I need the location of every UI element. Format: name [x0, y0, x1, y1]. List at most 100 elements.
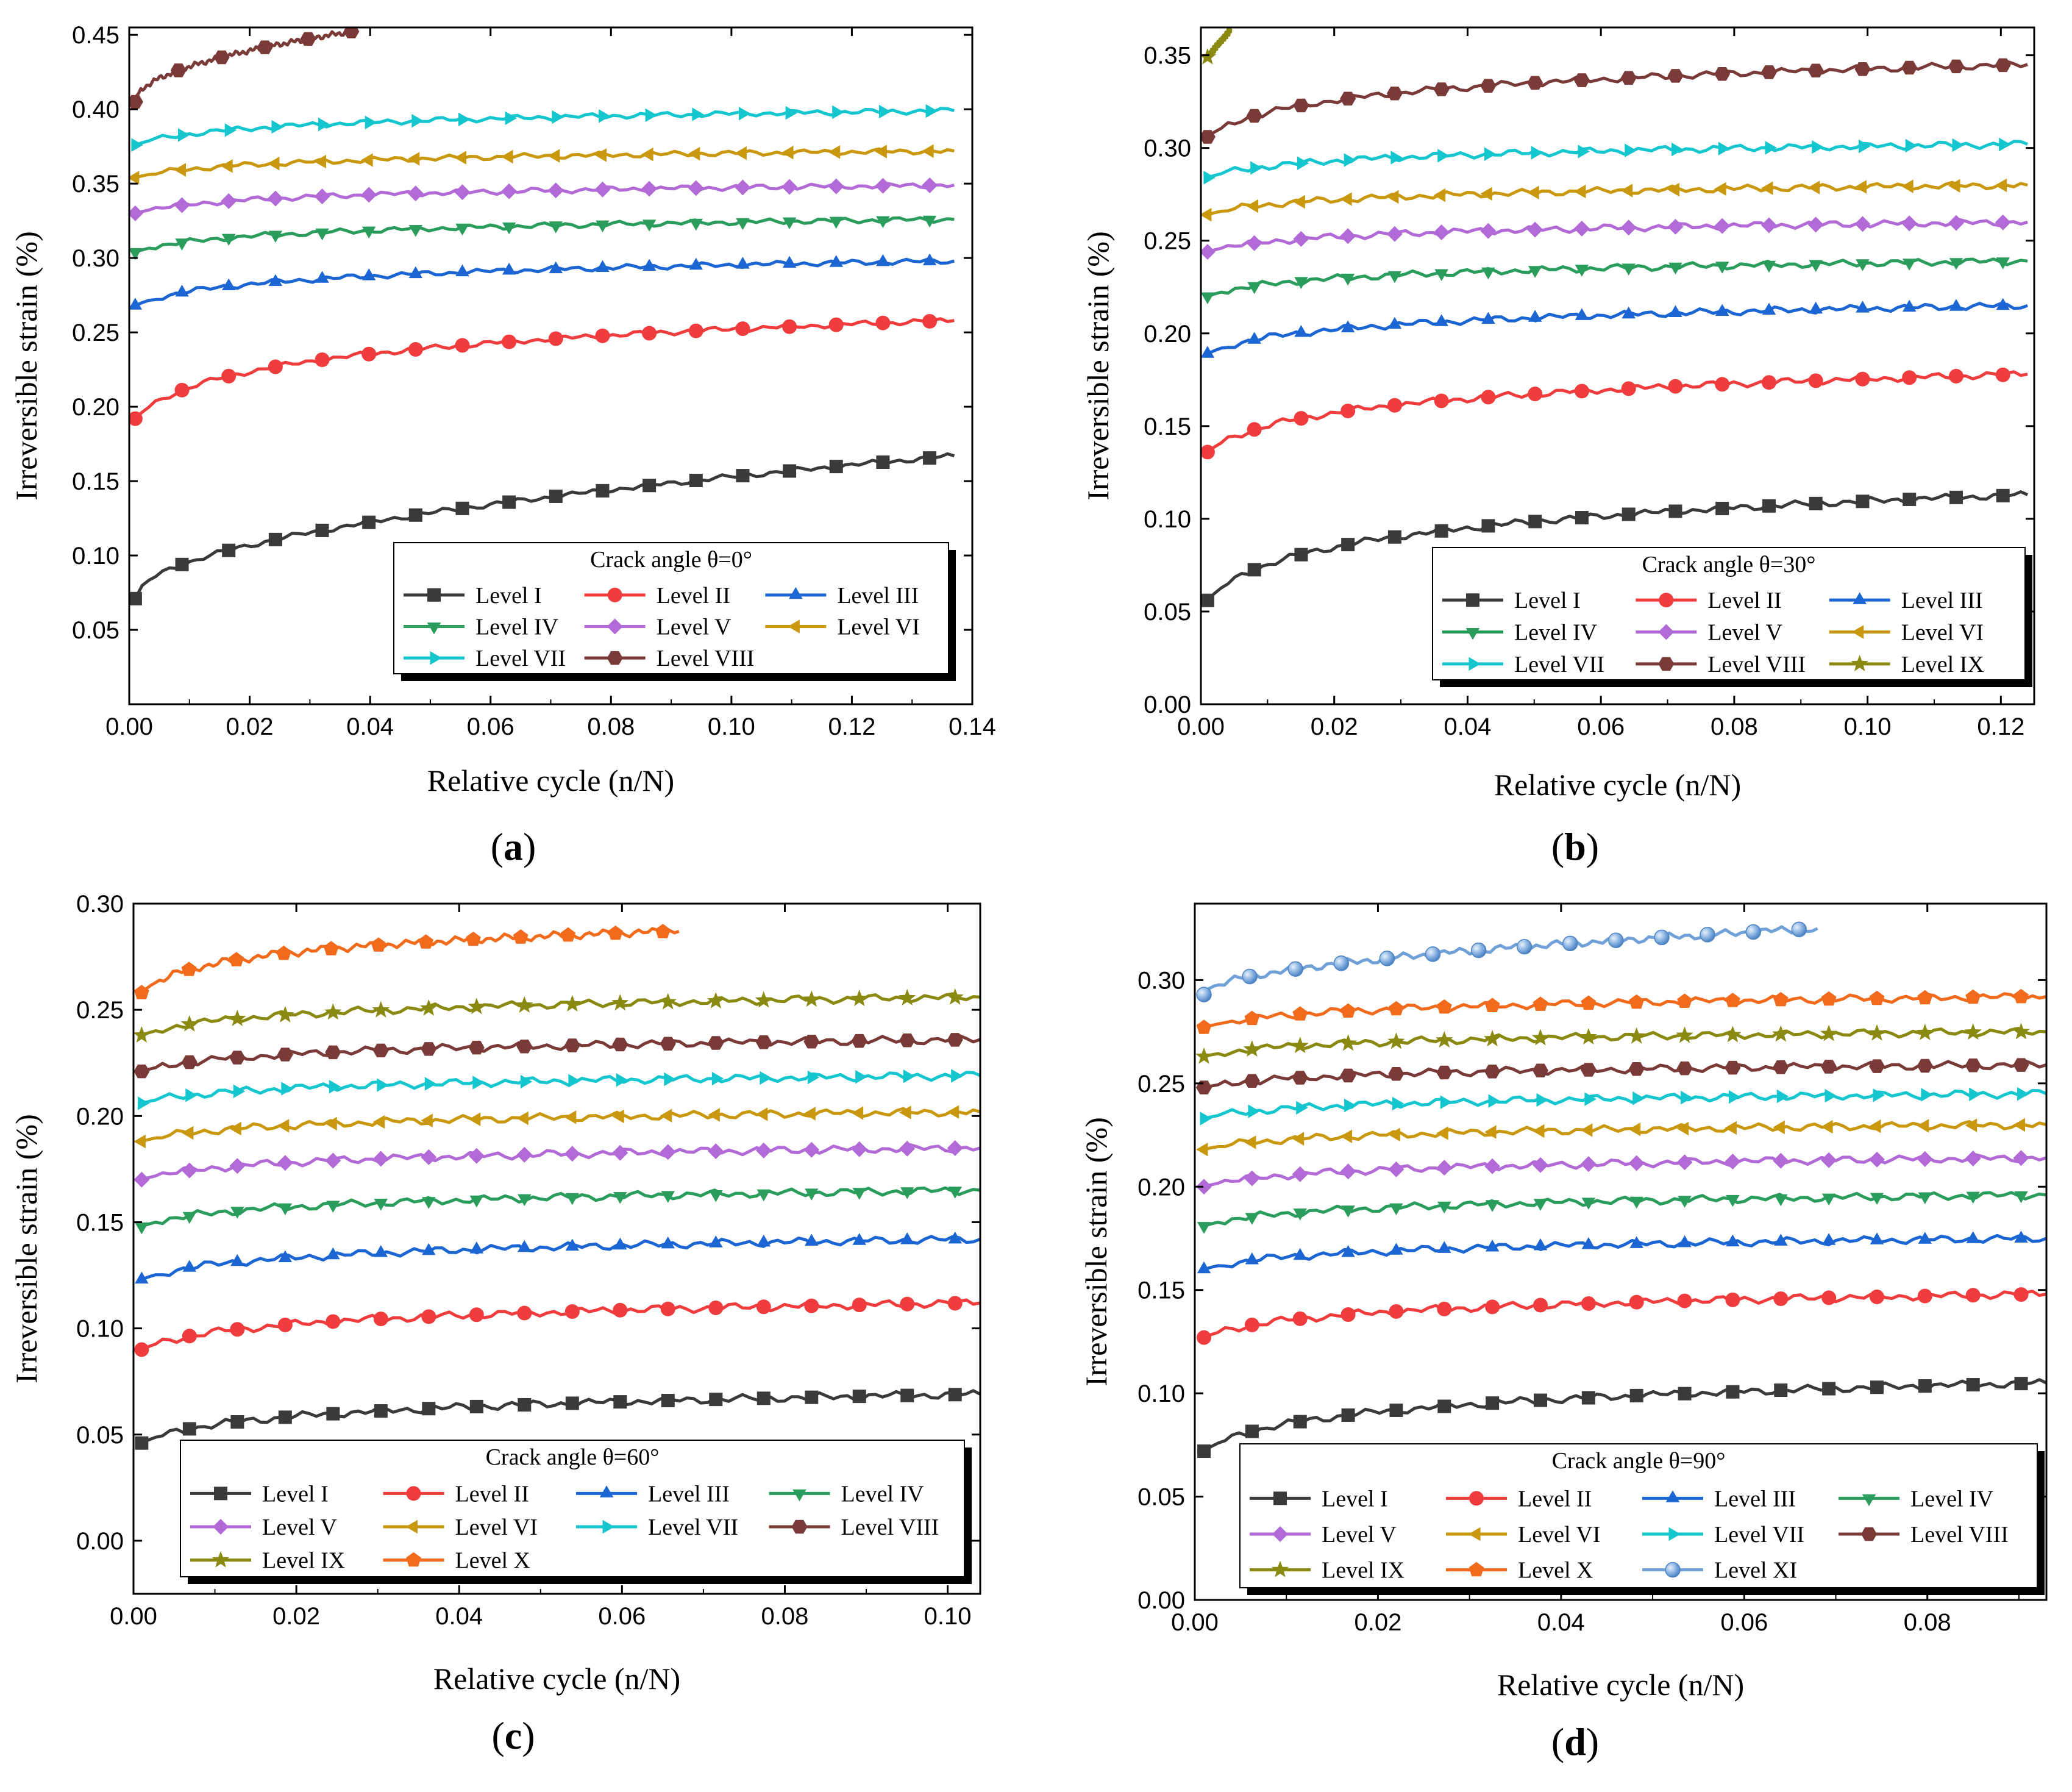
data-point: [1812, 140, 1824, 154]
data-point: [757, 1189, 771, 1202]
data-point: [1434, 314, 1448, 326]
data-point: [1581, 1391, 1595, 1405]
data-point: [1808, 373, 1823, 388]
y-tick-label: 0.25: [72, 319, 119, 346]
legend-marker: [607, 651, 623, 665]
y-tick-label: 0.30: [76, 891, 124, 918]
series-line-level-xi: [1203, 925, 1818, 996]
data-point: [1531, 146, 1543, 160]
plot-area: [1201, 27, 2029, 607]
data-point: [314, 154, 326, 169]
data-point: [1433, 224, 1450, 240]
y-tick-label: 0.45: [72, 22, 119, 49]
data-point: [899, 1105, 911, 1119]
data-point: [1965, 989, 1981, 1004]
data-point: [1340, 1068, 1356, 1083]
legend-item: Level II: [584, 583, 730, 609]
data-point: [1822, 1382, 1836, 1396]
data-point: [1868, 1024, 1886, 1041]
data-point: [1340, 91, 1356, 105]
data-point: [1341, 538, 1355, 552]
x-tick-label: 0.04: [1537, 1609, 1585, 1636]
data-point: [278, 1250, 293, 1262]
data-point: [1389, 1304, 1404, 1319]
data-point: [1388, 1127, 1400, 1142]
y-tick-label: 0.05: [72, 617, 119, 644]
data-point: [300, 32, 316, 46]
data-point: [1575, 308, 1589, 320]
data-point: [1628, 1062, 1645, 1076]
data-point: [613, 1192, 627, 1204]
data-point: [1901, 60, 1918, 75]
data-point: [182, 1422, 196, 1436]
y-tick-label: 0.25: [1137, 1071, 1185, 1098]
data-point: [611, 994, 629, 1011]
data-point: [923, 451, 937, 465]
data-point: [1573, 73, 1590, 87]
data-point: [564, 1110, 577, 1124]
data-point: [1484, 1158, 1501, 1174]
data-point: [948, 1187, 962, 1199]
y-tick-label: 0.35: [72, 171, 119, 198]
data-point: [135, 1222, 149, 1235]
data-point: [361, 226, 376, 239]
data-point: [517, 1305, 532, 1321]
legend-item: Level VIII: [584, 646, 754, 671]
legend-label: Level VII: [475, 646, 566, 671]
data-point: [1196, 1143, 1208, 1157]
data-point: [455, 501, 469, 515]
data-point: [2013, 1058, 2029, 1072]
data-point: [1386, 190, 1399, 204]
data-point: [1243, 1040, 1261, 1057]
legend-box: [1432, 547, 2026, 680]
data-point: [277, 1048, 293, 1062]
legend-marker: [214, 1487, 227, 1501]
x-tick-label: 0.10: [708, 713, 755, 740]
data-point: [1196, 1179, 1212, 1195]
data-point: [408, 225, 423, 237]
data-point: [1196, 1019, 1212, 1034]
data-point: [1869, 1119, 1881, 1133]
legend-item: Level X: [383, 1548, 530, 1574]
data-point: [454, 184, 471, 201]
data-point: [469, 1399, 483, 1413]
data-point: [1726, 1385, 1740, 1399]
legend-label: Level III: [1714, 1486, 1796, 1512]
data-point: [326, 1314, 341, 1329]
data-point: [1291, 1037, 1309, 1054]
y-tick-label: 0.30: [1144, 135, 1191, 162]
data-point: [1581, 1198, 1596, 1210]
data-point: [1809, 260, 1823, 272]
data-point: [549, 221, 563, 234]
data-point: [372, 1151, 389, 1167]
legend-marker: [406, 1552, 421, 1567]
data-point: [1869, 1289, 1884, 1304]
plot-area: [129, 27, 955, 605]
legend-item: Level X: [1446, 1558, 1593, 1583]
data-point: [458, 112, 471, 127]
data-point: [1965, 1118, 1978, 1132]
legend-item: Level III: [1642, 1486, 1796, 1512]
data-point: [1488, 1094, 1501, 1108]
data-point: [1773, 1060, 1789, 1074]
data-point: [1761, 65, 1777, 79]
data-point: [1247, 563, 1261, 577]
data-point: [1725, 1292, 1740, 1307]
data-point: [1678, 1196, 1692, 1208]
x-tick-label: 0.06: [467, 713, 514, 740]
data-point: [661, 1191, 675, 1203]
data-point: [1807, 63, 1824, 77]
legend-marker: [405, 1519, 418, 1534]
series-line-level-iii: [1203, 1233, 2046, 1271]
data-point: [612, 1037, 628, 1052]
data-point: [230, 1207, 244, 1219]
x-tick-label: 0.08: [587, 713, 635, 740]
data-point: [365, 115, 377, 130]
data-point: [1621, 381, 1636, 396]
data-point: [135, 1436, 149, 1450]
legend-box: [393, 542, 949, 674]
data-point: [502, 222, 516, 235]
data-point: [1620, 71, 1637, 85]
data-point: [271, 120, 283, 134]
legend-marker: [427, 588, 441, 602]
